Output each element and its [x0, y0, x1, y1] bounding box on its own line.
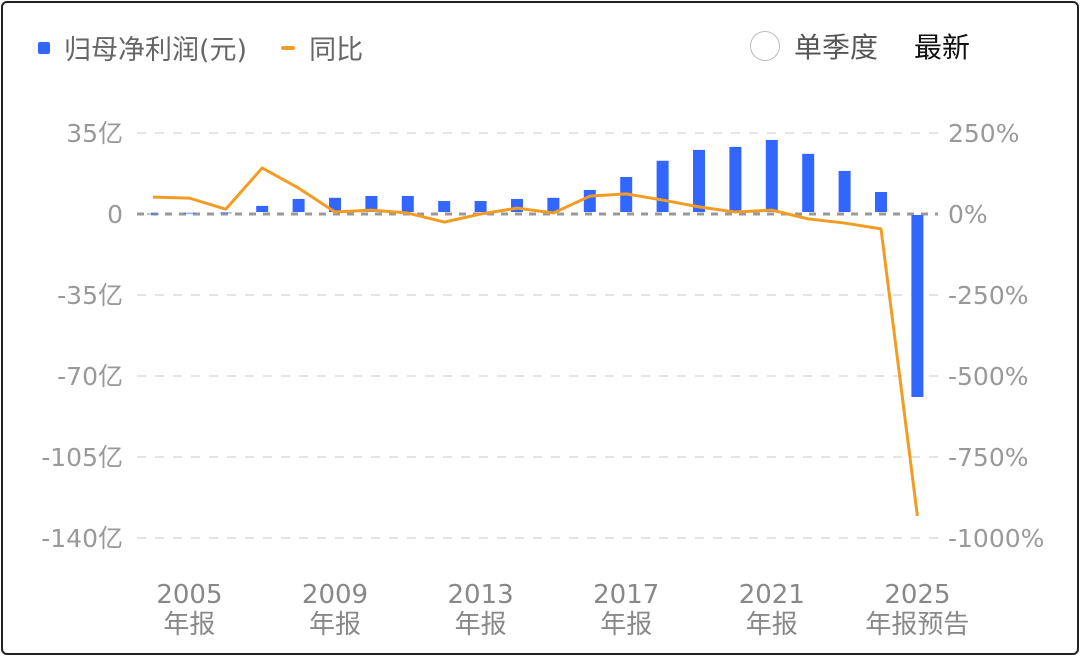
y-right-tick-label: -750%	[948, 443, 1029, 472]
x-tick-type: 年报	[163, 610, 215, 640]
x-tick-type: 年报预告	[865, 610, 969, 640]
x-tick-year: 2017	[593, 580, 659, 610]
y-left-tick-label: -140亿	[41, 524, 123, 553]
yoy-line	[152, 166, 919, 517]
line-legend-swatch	[281, 45, 296, 50]
bar	[183, 212, 196, 215]
bar	[292, 198, 305, 212]
legend: 归母净利润(元) 同比	[38, 28, 363, 67]
bar	[765, 139, 778, 212]
y-left-tick-label: -105亿	[41, 443, 123, 472]
bar-legend-swatch	[38, 41, 50, 54]
y-right-tick-label: -1000%	[948, 524, 1044, 553]
y-right-tick-label: -500%	[948, 362, 1029, 391]
x-tick-type: 年报	[455, 610, 507, 640]
bar	[729, 146, 742, 212]
x-tick-type: 年报	[746, 610, 798, 640]
y-right-tick-label: -250%	[948, 281, 1029, 310]
y-right-tick-label: 0%	[948, 200, 988, 229]
bar	[401, 195, 414, 212]
bar	[838, 170, 851, 212]
bar	[693, 149, 705, 212]
x-tick-type: 年报	[600, 610, 652, 640]
x-tick-year: 2013	[448, 580, 514, 610]
single-quarter-radio[interactable]	[750, 31, 780, 61]
bar	[147, 213, 159, 215]
y-left-tick-label: 0	[107, 200, 123, 229]
bar	[875, 192, 887, 212]
y-left-tick-label: -70亿	[57, 362, 123, 391]
x-tick-year: 2009	[302, 580, 368, 610]
x-tick-year: 2025	[884, 580, 950, 610]
latest-button[interactable]: 最新	[914, 31, 971, 64]
bar	[219, 212, 232, 214]
x-tick-year: 2005	[156, 580, 222, 610]
single-quarter-label[interactable]: 单季度	[794, 31, 879, 64]
bar	[256, 205, 269, 212]
bar	[474, 201, 487, 212]
x-tick-year: 2021	[739, 580, 805, 610]
bar	[911, 215, 924, 397]
bar	[802, 153, 815, 212]
legend-line-label[interactable]: 同比	[309, 35, 364, 66]
y-left-tick-label: 35亿	[66, 119, 123, 148]
bar	[365, 195, 378, 212]
legend-bar-label[interactable]: 归母净利润(元)	[64, 35, 248, 66]
bar	[547, 197, 560, 212]
bar	[438, 201, 451, 212]
y-right-tick-label: 250%	[948, 119, 1019, 148]
bar	[583, 189, 596, 212]
x-tick-type: 年报	[309, 610, 361, 640]
bar	[656, 160, 669, 212]
y-left-tick-label: -35亿	[57, 281, 123, 310]
view-controls: 单季度 最新	[750, 26, 970, 66]
